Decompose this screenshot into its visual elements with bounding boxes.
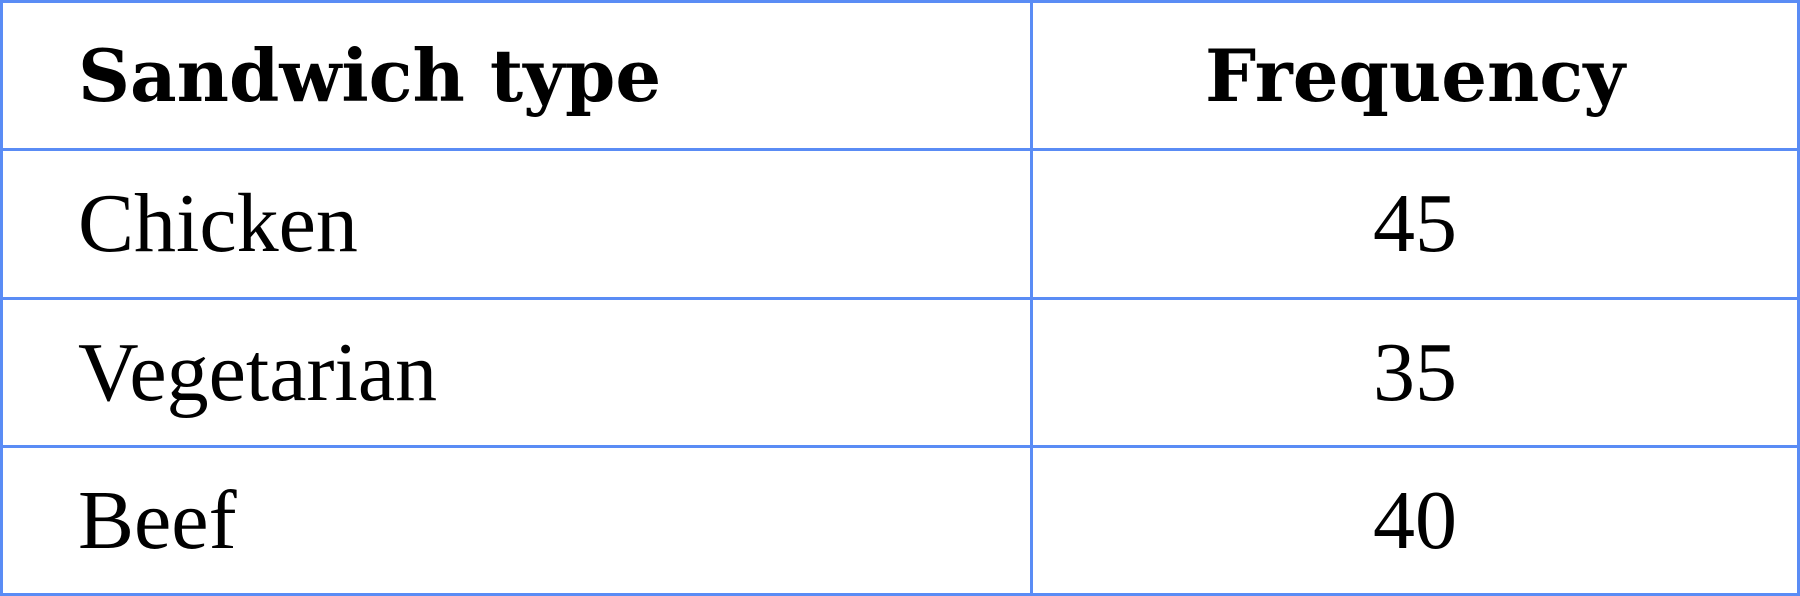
- cell-frequency: 45: [1030, 148, 1800, 300]
- table-row: Vegetarian 35: [0, 296, 1800, 448]
- header-frequency: Frequency: [1030, 0, 1800, 152]
- header-sandwich-type: Sandwich type: [0, 0, 1033, 152]
- cell-frequency: 40: [1030, 444, 1800, 596]
- cell-type: Vegetarian: [0, 296, 1033, 448]
- cell-frequency: 35: [1030, 296, 1800, 448]
- table-row: Chicken 45: [0, 148, 1800, 300]
- cell-type: Chicken: [0, 148, 1033, 300]
- header-row: Sandwich type Frequency: [0, 0, 1800, 152]
- cell-type: Beef: [0, 444, 1033, 596]
- table-row: Beef 40: [0, 444, 1800, 596]
